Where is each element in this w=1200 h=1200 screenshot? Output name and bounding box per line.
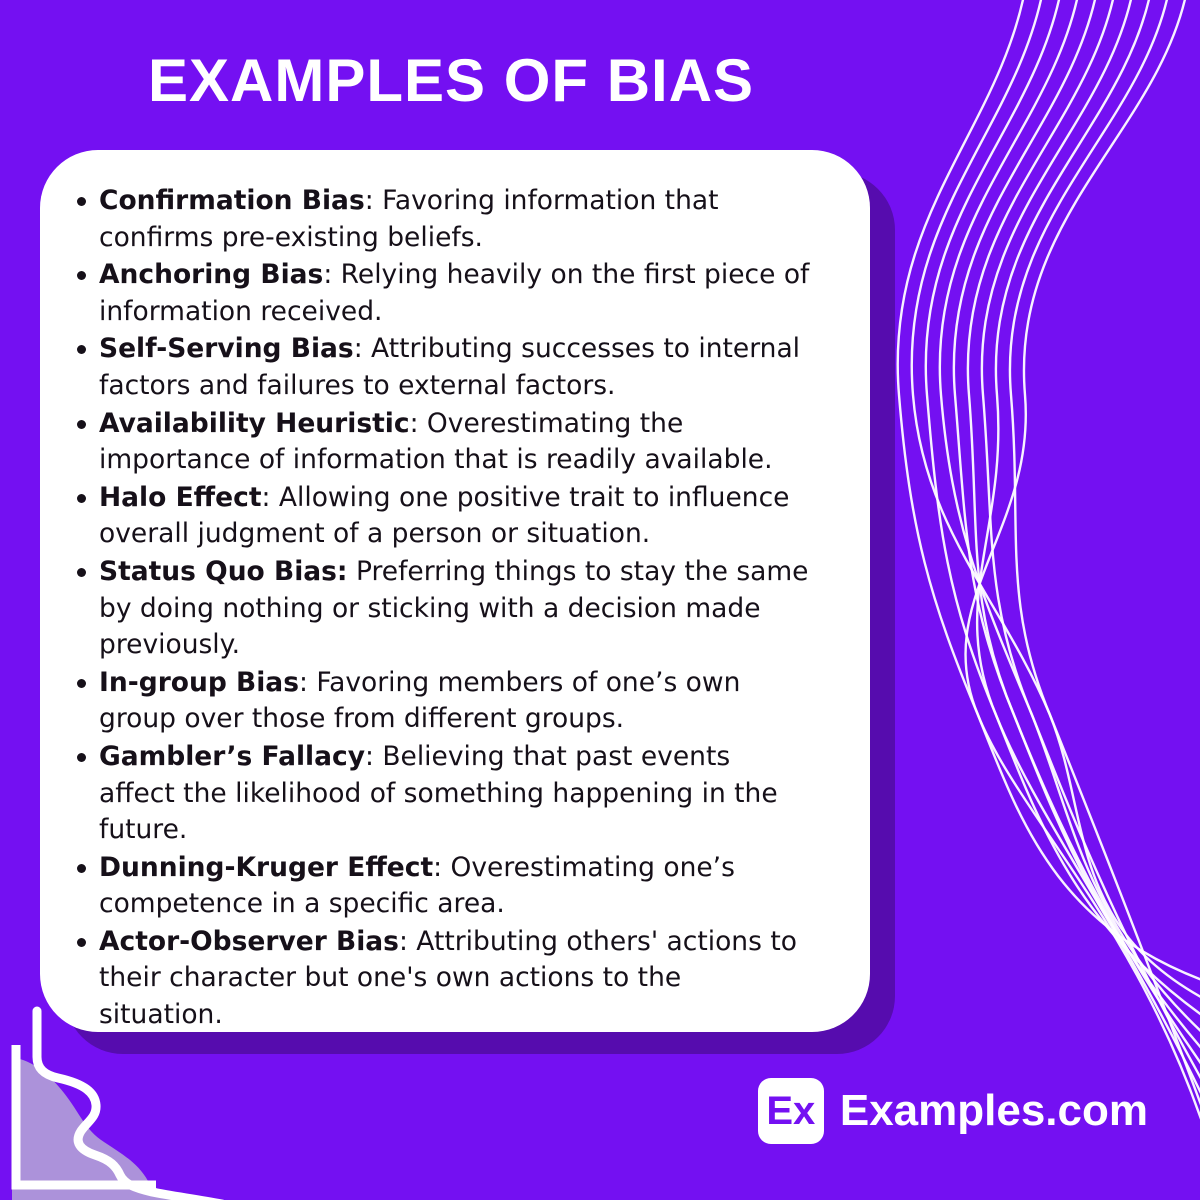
- bias-description: : Favoring members of one’s own group ov…: [99, 666, 741, 735]
- bias-term: Self-Serving Bias: [99, 333, 354, 365]
- bias-term: Status Quo Bias:: [99, 555, 348, 587]
- bias-card: Confirmation Bias: Favoring information …: [40, 150, 870, 1032]
- bias-term: Halo Effect: [99, 481, 262, 513]
- bias-list: Confirmation Bias: Favoring information …: [76, 183, 812, 1034]
- list-item: Anchoring Bias: Relying heavily on the f…: [76, 257, 812, 330]
- wave-line: [896, 0, 1200, 981]
- examples-logo-icon: Ex: [757, 1078, 824, 1144]
- corner-squiggle-decoration: [11, 1006, 225, 1200]
- bias-term: Availability Heuristic: [99, 407, 410, 439]
- page-title: EXAMPLES OF BIAS: [148, 47, 755, 114]
- list-item: Dunning-Kruger Effect: Overestimating on…: [76, 850, 812, 923]
- bias-term: Confirmation Bias: [99, 185, 365, 216]
- list-item: Halo Effect: Allowing one positive trait…: [76, 480, 812, 553]
- bias-description: : Overestimating the importance of infor…: [99, 407, 773, 476]
- wave-line: [975, 0, 1200, 1094]
- wave-line: [966, 0, 1200, 1065]
- wave-line: [910, 0, 1200, 998]
- list-item: Status Quo Bias: Preferring things to st…: [76, 554, 812, 664]
- list-item: In-group Bias: Favoring members of one’s…: [76, 665, 812, 738]
- bias-description: : Allowing one positive trait to influen…: [99, 481, 790, 550]
- footer-brand: Ex Examples.com: [757, 1078, 1148, 1144]
- corner-wavy-line: [32, 1006, 225, 1200]
- corner-lavender-shape: [12, 1057, 200, 1200]
- list-item: Actor-Observer Bias: Attributing others'…: [76, 924, 812, 1034]
- bias-term: Dunning-Kruger Effect: [99, 851, 434, 883]
- examples-logo-text: Examples.com: [839, 1086, 1148, 1135]
- bias-description: Preferring things to stay the same by do…: [99, 555, 809, 661]
- bias-description: : Attributing successes to internal fact…: [99, 333, 801, 401]
- wave-line: [938, 0, 1200, 1032]
- wave-line: [952, 0, 1200, 1049]
- bias-description: : Attributing others' actions to their c…: [99, 925, 797, 1031]
- list-item: Confirmation Bias: Favoring information …: [76, 183, 812, 256]
- bias-description: : Relying heavily on the first piece of …: [99, 259, 810, 327]
- list-item: Availability Heuristic: Overestimating t…: [76, 406, 812, 479]
- list-item: Self-Serving Bias: Attributing successes…: [76, 331, 812, 404]
- bias-term: Gambler’s Fallacy: [99, 740, 365, 772]
- corner-frame-line: [11, 1045, 156, 1190]
- wave-line: [1008, 0, 1200, 1106]
- bias-term: Actor-Observer Bias: [99, 925, 399, 957]
- wave-line: [964, 0, 1200, 1120]
- bias-description: : Believing that past events affect the …: [99, 740, 778, 846]
- bias-description: : Favoring information that confirms pre…: [99, 185, 719, 253]
- bias-term: In-group Bias: [99, 666, 299, 698]
- bias-description: : Overestimating one’s competence in a s…: [99, 851, 735, 920]
- list-item: Gambler’s Fallacy: Believing that past e…: [76, 739, 812, 849]
- wave-line: [924, 0, 1200, 1016]
- bias-term: Anchoring Bias: [99, 259, 324, 291]
- wave-line: [980, 0, 1200, 1080]
